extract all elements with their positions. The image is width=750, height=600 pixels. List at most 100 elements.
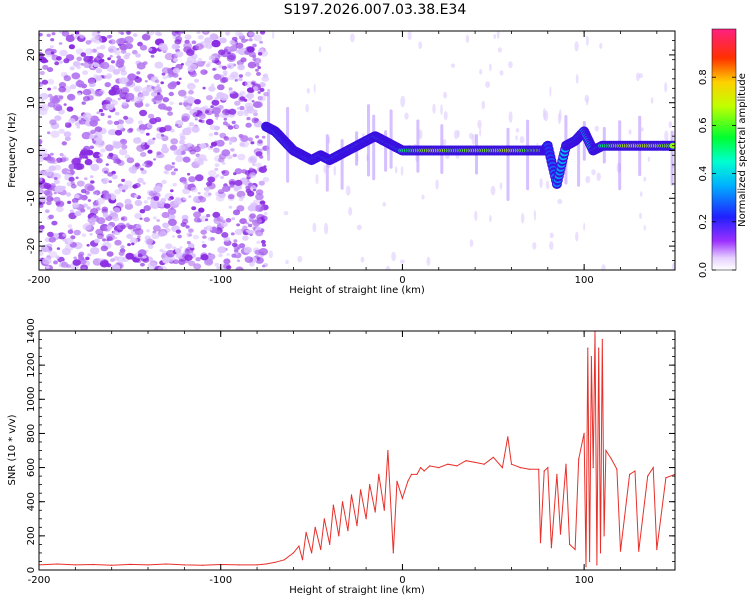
noise-blob [153,101,157,105]
noise-blob [188,176,196,183]
snr-point [183,564,185,566]
y-tick-label: 1200 [26,352,37,377]
snr-point [74,564,76,566]
y-tick-label: 1400 [26,318,37,343]
noise-blob [197,57,203,62]
noise-blob [235,49,240,53]
noise-blob [137,177,144,183]
snr-point [305,531,307,534]
noise-blob [74,211,80,217]
noise-blob [39,141,42,145]
noise-blob [255,68,259,72]
noise-blob [55,105,63,111]
noise-blob [202,60,206,64]
noise-blob [159,248,164,253]
noise-blob [234,76,240,81]
noise-blob [217,54,222,58]
noise-blob [209,33,219,41]
noise-blob [205,118,214,125]
noise-blob [130,237,138,244]
noise-blob [45,191,53,198]
noise-blob [156,151,162,156]
snr-point [605,449,607,452]
noise-blob [175,248,182,254]
noise-blob [39,177,43,182]
faint-blob [594,125,599,132]
noise-blob [121,178,126,182]
faint-blob [305,103,309,113]
faint-blob [443,91,448,99]
noise-blob [152,216,157,220]
noise-blob [114,239,122,246]
noise-blob [53,179,61,185]
noise-blob [209,145,213,149]
y-tick-label: 0 [26,567,37,573]
noise-blob [257,139,263,144]
noise-blob [193,146,201,153]
noise-blob [210,108,214,112]
noise-blob [261,239,266,244]
noise-blob [249,89,255,93]
snr-point [429,465,431,467]
faint-blob [489,214,492,223]
noise-blob [245,39,249,42]
noise-blob [226,265,232,270]
noise-blob [63,103,67,106]
noise-blob [51,220,58,226]
noise-blob [178,77,182,81]
snr-line-group [39,331,675,568]
snr-point [619,550,622,552]
noise-blob [230,232,235,236]
faint-blob [515,128,520,133]
noise-blob [128,185,133,189]
snr-point [292,552,294,554]
noise-blob [219,93,229,101]
noise-blob [95,75,103,81]
noise-blob [142,181,146,185]
noise-blob [238,64,244,69]
noise-blob [124,180,133,187]
noise-blob [240,140,250,148]
noise-blob [79,34,85,39]
x-tick-label: -100 [209,275,232,286]
noise-blob [247,223,253,228]
snr-point [283,559,285,561]
noise-blob [98,108,104,113]
noise-blob [127,243,131,247]
noise-blob [71,198,79,204]
noise-blob [42,257,52,265]
noise-blob [183,95,188,99]
noise-blob [81,267,87,270]
noise-blob [223,117,227,121]
noise-blob [45,265,50,269]
faint-blob [313,83,316,94]
noise-blob [251,100,255,103]
noise-blob [248,182,253,187]
noise-blob [132,229,136,232]
noise-blob [147,149,153,154]
noise-blob [93,191,97,195]
faint-blob [435,179,439,190]
noise-blob [219,37,227,44]
noise-blob [256,214,265,221]
noise-blob [261,243,267,247]
noise-blob [58,42,63,45]
noise-blob [249,213,256,219]
noise-blob [164,164,173,171]
snr-point [298,545,300,547]
colorbar-ticks: 0.0 0.2 0.4 0.6 0.8 [698,69,736,278]
snr-point [538,468,540,470]
y-tick-label: -10 [26,190,37,206]
faint-blob [664,81,668,93]
snr-point [492,456,494,458]
faint-blob [324,222,329,235]
noise-blob [39,70,45,76]
noise-blob [78,118,86,125]
noise-blob [134,213,142,219]
noise-blob [118,119,124,125]
noise-blob [68,44,75,50]
noise-blob [119,138,128,145]
snr-point [598,347,600,349]
snr-point [590,356,593,358]
